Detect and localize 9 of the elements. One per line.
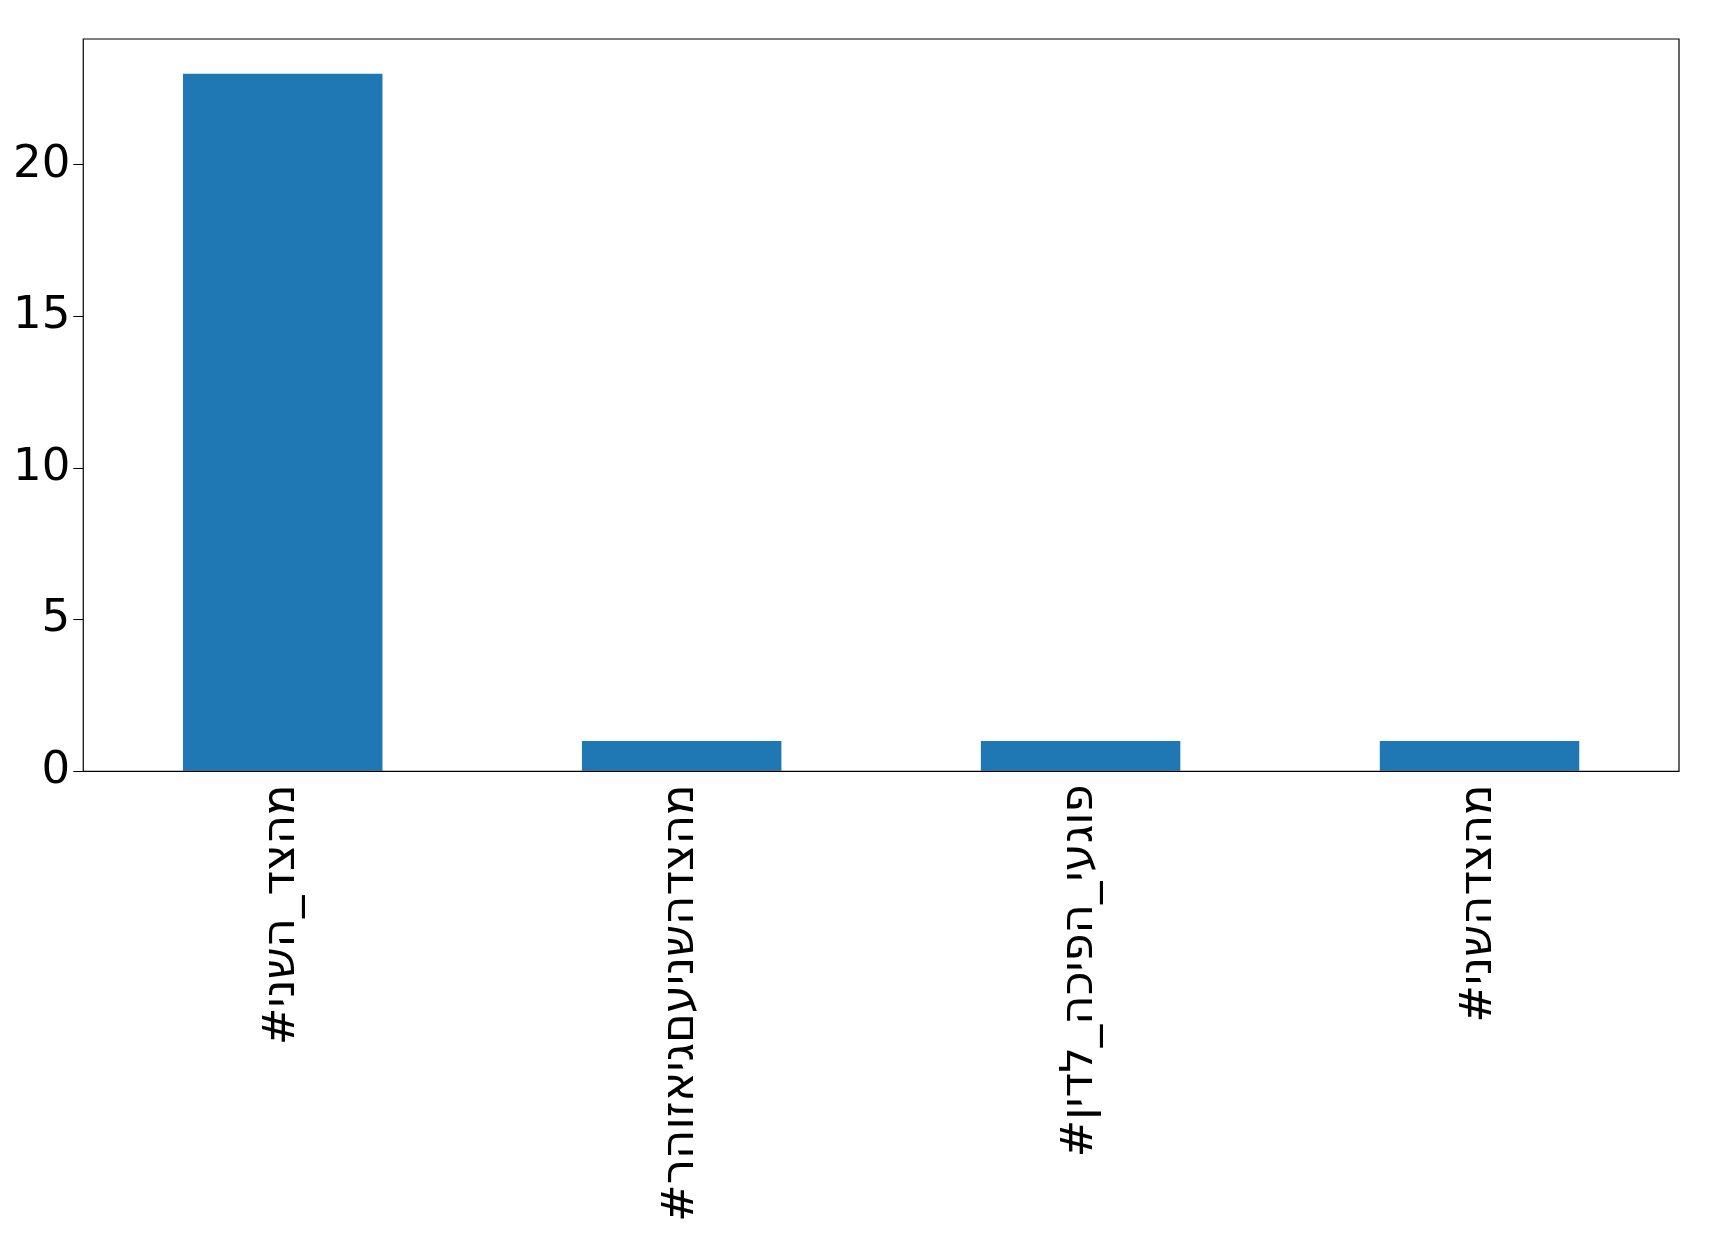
x-tick-label: #מהצדהשניעםגיאזוהר bbox=[651, 784, 705, 1223]
x-tick-label: #מהצדהשני bbox=[1449, 784, 1503, 1023]
y-tick-label: 5 bbox=[41, 589, 71, 643]
y-tick-label: 20 bbox=[13, 134, 71, 188]
x-tick-label: #מהצד_השני bbox=[252, 784, 306, 1046]
x-tick-label: #פוגעי_הפיכה_לדין bbox=[1050, 784, 1104, 1158]
y-tick-label: 10 bbox=[13, 437, 71, 491]
y-tick-label: 15 bbox=[13, 286, 71, 340]
y-tick-label: 0 bbox=[41, 741, 71, 795]
